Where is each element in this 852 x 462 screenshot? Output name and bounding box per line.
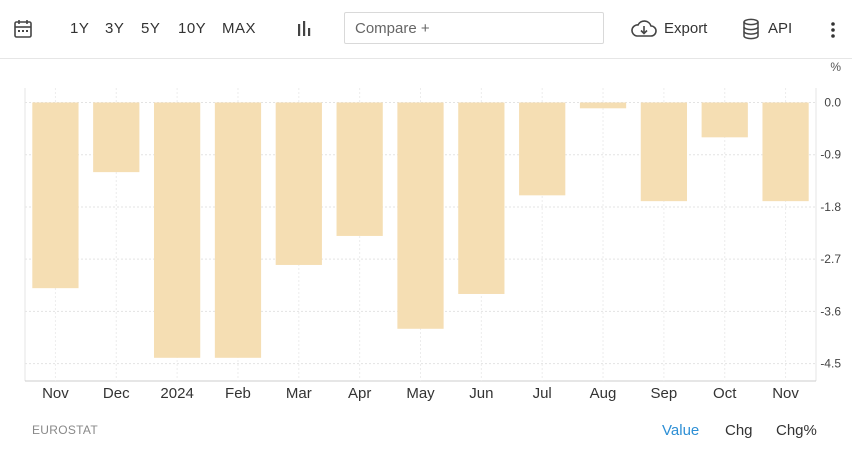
bar[interactable] (153, 102, 201, 358)
bar-layer (32, 102, 809, 358)
compare-input[interactable] (344, 12, 604, 44)
x-tick-label: Apr (348, 385, 371, 402)
x-tick-label: Oct (713, 385, 737, 402)
bar[interactable] (458, 102, 505, 294)
export-button[interactable]: Export (664, 20, 708, 37)
calendar-icon[interactable] (12, 18, 34, 40)
range-5y-button[interactable]: 5Y (141, 20, 161, 37)
source-label: EUROSTAT (32, 423, 98, 437)
bar[interactable] (762, 102, 809, 202)
x-tick-label: Sep (651, 385, 678, 402)
bar[interactable] (701, 102, 748, 138)
x-tick-label: 2024 (160, 385, 193, 402)
bar[interactable] (275, 102, 322, 265)
y-tick-label: -1.8 (820, 200, 841, 214)
bar[interactable] (579, 102, 627, 109)
bar[interactable] (519, 102, 566, 196)
bar[interactable] (640, 102, 688, 202)
x-tick-label: Nov (42, 385, 69, 402)
bar[interactable] (32, 102, 79, 289)
x-tick-label: Jul (533, 385, 552, 402)
y-tick-label: -0.9 (820, 148, 841, 162)
more-options-icon[interactable] (826, 19, 840, 41)
x-tick-label: Jun (469, 385, 493, 402)
toolbar: 1Y 3Y 5Y 10Y MAX Export API (0, 0, 852, 59)
x-tick-label: Dec (103, 385, 130, 402)
x-tick-label: Feb (225, 385, 251, 402)
chart-area: % 0.0 -0.9 -1.8 -2.7 -3.6 -4.5 Nov Dec 2024 Feb Ma… (0, 58, 852, 404)
y-tick-label: -3.6 (820, 304, 841, 318)
y-tick-label: -2.7 (820, 252, 841, 266)
bar[interactable] (93, 102, 140, 173)
x-tick-label: May (406, 385, 435, 402)
range-3y-button[interactable]: 3Y (105, 20, 125, 37)
tab-chg[interactable]: Chg (725, 422, 753, 439)
range-10y-button[interactable]: 10Y (178, 20, 207, 37)
range-1y-button[interactable]: 1Y (70, 20, 90, 37)
y-tick-label: 0.0 (824, 96, 841, 110)
bar[interactable] (214, 102, 262, 358)
chart-type-icon[interactable] (294, 19, 314, 39)
x-tick-label: Mar (286, 385, 312, 402)
y-tick-label: -4.5 (820, 357, 841, 371)
bar[interactable] (336, 102, 383, 236)
tab-chg-percent[interactable]: Chg% (776, 422, 817, 439)
tab-value[interactable]: Value (662, 422, 700, 439)
x-tick-label: Aug (590, 385, 617, 402)
x-tick-label: Nov (772, 385, 799, 402)
y-axis-unit-label: % (830, 60, 841, 74)
range-max-button[interactable]: MAX (222, 20, 257, 37)
database-icon[interactable] (741, 17, 761, 41)
axis-layer: 0.0 -0.9 -1.8 -2.7 -3.6 -4.5 Nov Dec 2024 Feb Mar A… (42, 96, 841, 402)
bar-chart: % 0.0 -0.9 -1.8 -2.7 -3.6 -4.5 Nov Dec 2024 Feb Ma… (24, 60, 841, 402)
bar[interactable] (397, 102, 444, 329)
export-cloud-icon[interactable] (630, 17, 658, 41)
api-button[interactable]: API (768, 20, 793, 37)
